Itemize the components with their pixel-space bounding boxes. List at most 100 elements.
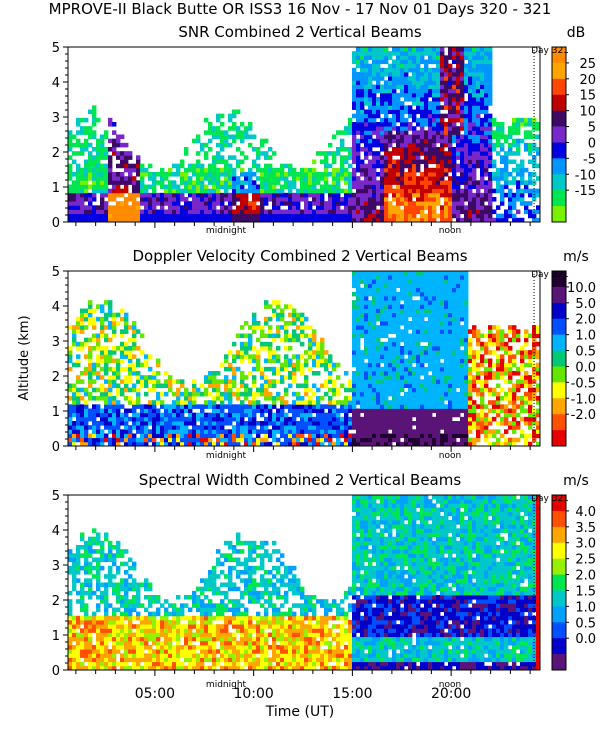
heat-cell xyxy=(232,201,237,206)
heat-cell xyxy=(372,287,377,293)
heat-cell xyxy=(448,155,453,160)
heat-cell xyxy=(228,201,233,206)
heat-cell xyxy=(112,217,117,222)
heat-cell xyxy=(212,387,217,393)
heat-cell xyxy=(184,429,189,434)
heat-cell xyxy=(312,188,317,194)
heat-cell xyxy=(496,188,501,194)
heat-cell xyxy=(116,366,121,372)
heat-cell xyxy=(360,425,365,430)
heat-cell xyxy=(292,209,297,215)
heat-cell xyxy=(392,425,397,430)
heat-cell xyxy=(248,172,253,177)
heat-cell xyxy=(420,296,425,301)
heat-cell xyxy=(408,271,413,276)
heat-cell xyxy=(408,341,413,347)
heat-cell xyxy=(204,155,209,160)
heat-cell xyxy=(144,217,149,222)
heat-cell xyxy=(80,167,85,173)
heat-cell xyxy=(388,412,393,418)
heat-cell xyxy=(372,366,377,372)
heat-cell xyxy=(452,117,457,123)
heat-cell xyxy=(440,138,445,144)
heat-cell xyxy=(428,346,433,351)
heat-cell xyxy=(424,416,429,422)
heat-cell xyxy=(372,192,377,198)
heat-cell xyxy=(424,329,429,334)
heat-cell xyxy=(328,205,333,210)
heat-cell xyxy=(100,354,105,359)
heat-cell xyxy=(316,197,321,202)
heat-cell xyxy=(488,147,493,152)
heat-cell xyxy=(424,67,429,73)
heat-cell xyxy=(396,383,401,389)
heat-cell xyxy=(476,92,481,98)
heat-cell xyxy=(220,192,225,198)
heat-cell xyxy=(168,375,173,380)
heat-cell xyxy=(96,341,101,347)
heat-cell xyxy=(392,147,397,152)
heat-cell xyxy=(460,72,465,77)
heat-cell xyxy=(268,421,273,426)
heat-cell xyxy=(168,408,173,414)
heat-cell xyxy=(236,421,241,426)
heat-cell xyxy=(332,362,337,368)
heat-cell xyxy=(480,126,485,131)
heat-cell xyxy=(528,117,533,123)
heat-cell xyxy=(484,184,489,190)
heat-cell xyxy=(296,325,301,330)
heat-cell xyxy=(192,425,197,430)
heat-cell xyxy=(76,184,81,190)
heat-cell xyxy=(432,67,437,73)
heat-cell xyxy=(276,180,281,185)
heat-cell xyxy=(468,155,473,160)
heat-cell xyxy=(456,197,461,202)
heat-cell xyxy=(156,201,161,206)
heat-cell xyxy=(372,308,377,314)
heat-cell xyxy=(228,163,233,169)
heat-cell xyxy=(336,387,341,393)
heat-cell xyxy=(288,201,293,206)
heat-cell xyxy=(76,172,81,177)
heat-cell xyxy=(232,155,237,160)
heat-cell xyxy=(476,180,481,185)
heat-cell xyxy=(360,80,365,85)
heat-cell xyxy=(316,346,321,351)
heat-cell xyxy=(200,147,205,152)
heat-cell xyxy=(260,188,265,194)
heat-cell xyxy=(484,151,489,156)
heat-cell xyxy=(220,404,225,409)
heat-cell xyxy=(316,213,321,219)
heat-cell xyxy=(400,209,405,215)
heat-cell xyxy=(108,155,113,160)
heat-cell xyxy=(392,316,397,322)
heat-cell xyxy=(496,134,501,140)
heat-cell xyxy=(400,130,405,135)
heat-cell xyxy=(96,209,101,215)
heat-cell xyxy=(500,130,505,135)
heat-cell xyxy=(376,84,381,90)
heat-cell xyxy=(212,425,217,430)
heat-cell xyxy=(112,321,117,326)
heat-cell xyxy=(328,151,333,156)
heat-cell xyxy=(112,441,117,446)
heat-cell xyxy=(412,88,417,94)
heat-cell xyxy=(264,321,269,326)
heat-cell xyxy=(408,383,413,389)
heat-cell xyxy=(488,63,493,69)
heat-cell xyxy=(412,333,417,339)
heat-cell xyxy=(372,92,377,98)
heat-cell xyxy=(436,337,441,343)
heat-cell xyxy=(360,172,365,177)
heat-cell xyxy=(420,192,425,198)
heat-cell xyxy=(500,197,505,202)
heat-cell xyxy=(436,109,441,115)
heat-cell xyxy=(136,371,141,376)
heat-cell xyxy=(232,391,237,397)
heat-cell xyxy=(320,192,325,198)
heat-cell xyxy=(408,429,413,434)
heat-cell xyxy=(416,188,421,194)
heat-cell xyxy=(436,321,441,326)
heat-cell xyxy=(384,176,389,181)
heat-cell xyxy=(312,197,317,202)
